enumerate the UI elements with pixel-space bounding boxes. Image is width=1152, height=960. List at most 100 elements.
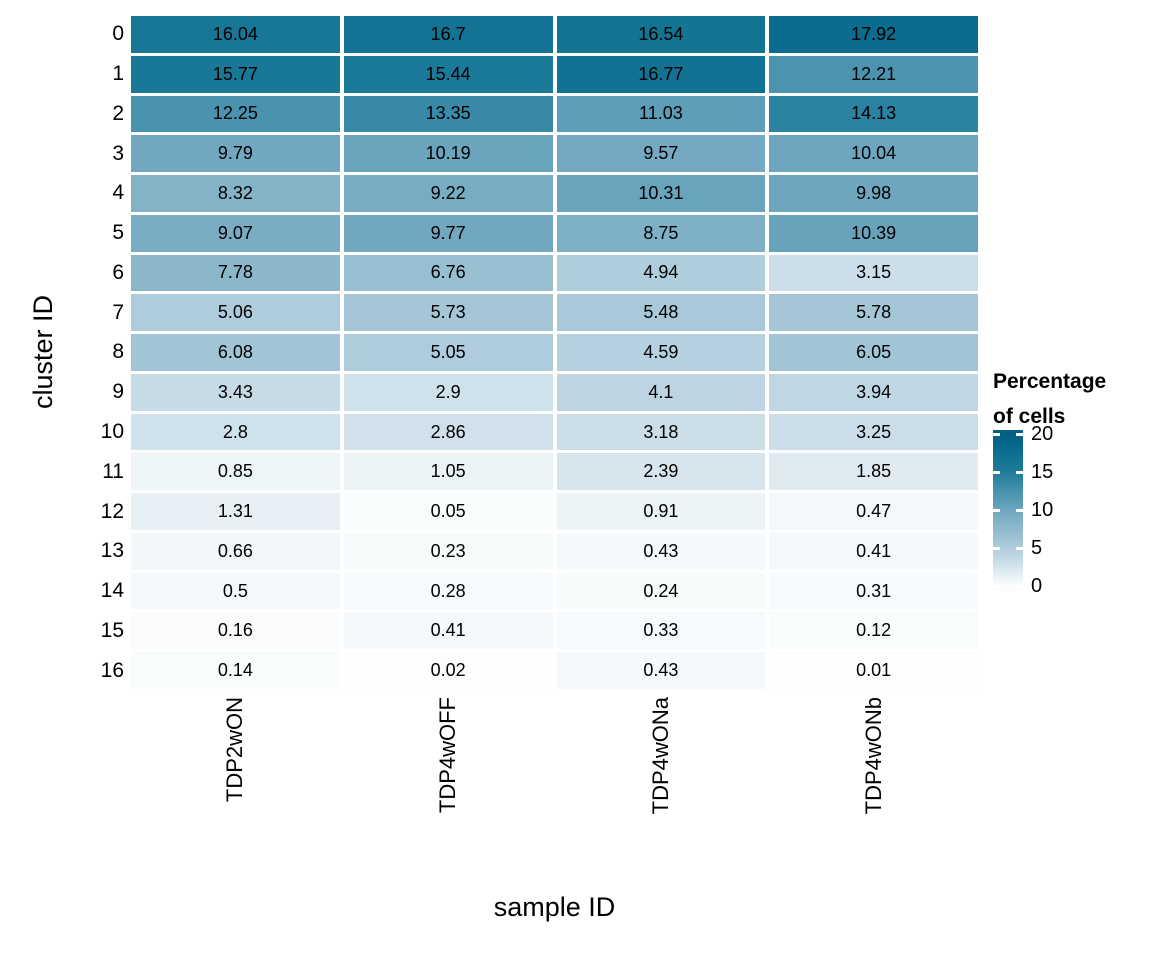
- legend-tick-label: 15: [1031, 461, 1054, 483]
- legend-tick-mark: [1016, 508, 1023, 512]
- heatmap-cell: 2.9: [343, 373, 553, 411]
- heatmap-cell: 15.77: [131, 55, 340, 93]
- heatmap-cell: 0.16: [131, 612, 340, 650]
- y-tick-label: 7: [112, 300, 124, 324]
- heatmap-cell: 10.04: [769, 135, 978, 173]
- x-tick-label: TDP4wOFF: [435, 697, 461, 814]
- heatmap-cell: 0.23: [343, 532, 553, 570]
- heatmap-cell: 0.31: [769, 572, 978, 610]
- heatmap-cell: 5.73: [343, 294, 553, 332]
- y-tick-label: 16: [100, 658, 124, 682]
- heatmap-cell: 5.78: [769, 294, 978, 332]
- heatmap-cell: 0.91: [556, 493, 766, 530]
- x-tick-label: TDP4wONa: [647, 697, 673, 815]
- heatmap-cell: 0.01: [769, 652, 978, 689]
- heatmap-cell: 0.43: [556, 532, 766, 570]
- legend-tick-mark: [993, 432, 1000, 436]
- heatmap-cell: 3.43: [131, 373, 340, 411]
- heatmap-cell: 3.25: [769, 413, 978, 451]
- heatmap-cell: 0.41: [769, 532, 978, 570]
- heatmap-cell: 10.39: [769, 214, 978, 252]
- legend-tick-mark: [1016, 584, 1023, 588]
- legend-colorbar: [993, 430, 1023, 592]
- x-tick-label: TDP2wON: [222, 697, 248, 803]
- heatmap-cell: 3.15: [769, 254, 978, 292]
- y-tick-label: 15: [100, 618, 124, 642]
- heatmap-cell: 0.05: [343, 493, 553, 530]
- y-tick-label: 11: [102, 459, 124, 483]
- legend-tick-label: 10: [1031, 499, 1054, 521]
- heatmap-cell: 5.05: [343, 334, 553, 371]
- heatmap-cell: 16.54: [556, 16, 766, 53]
- heatmap-panel: 0 16.04 16.7 16.54 17.92 1 15.77 15.44 16.77 12.2…: [57, 16, 978, 689]
- heatmap-cell: 12.25: [131, 95, 340, 133]
- heatmap-cell: 0.85: [131, 453, 340, 491]
- heatmap-cell: 0.41: [343, 612, 553, 650]
- heatmap-cell: 10.19: [343, 135, 553, 173]
- y-tick-label: 14: [100, 579, 124, 603]
- heatmap-cell: 0.02: [343, 652, 553, 689]
- heatmap-cell: 4.1: [556, 373, 766, 411]
- heatmap-cell: 0.43: [556, 652, 766, 689]
- y-tick-label: 5: [112, 221, 124, 245]
- legend-tick-mark: [993, 508, 1000, 512]
- heatmap-cell: 0.5: [131, 572, 340, 610]
- heatmap-cell: 17.92: [769, 16, 978, 53]
- y-tick-label: 0: [112, 22, 124, 46]
- heatmap-cell: 14.13: [769, 95, 978, 133]
- y-tick-label: 9: [112, 380, 124, 404]
- heatmap-cell: 16.77: [556, 55, 766, 93]
- heatmap-cell: 8.32: [131, 175, 340, 212]
- heatmap-cell: 9.07: [131, 214, 340, 252]
- heatmap-cell: 9.57: [556, 135, 766, 173]
- legend-title-line2: of cells: [993, 405, 1066, 428]
- heatmap-cell: 3.18: [556, 413, 766, 451]
- heatmap-cell: 9.77: [343, 214, 553, 252]
- heatmap-cell: 3.94: [769, 373, 978, 411]
- heatmap-cell: 2.8: [131, 413, 340, 451]
- legend-tick-label: 0: [1031, 575, 1043, 597]
- legend-title-line1: Percentage: [993, 370, 1107, 393]
- heatmap-cell: 15.44: [343, 55, 553, 93]
- heatmap-cell: 5.48: [556, 294, 766, 332]
- y-axis-title: cluster ID: [28, 294, 58, 410]
- heatmap-cell: 0.47: [769, 493, 978, 530]
- legend-tick-mark: [1016, 432, 1023, 436]
- heatmap-cell: 7.78: [131, 254, 340, 292]
- heatmap-cell: 0.66: [131, 532, 340, 570]
- x-tick-label: TDP4wONb: [860, 697, 886, 815]
- heatmap-cell: 0.12: [769, 612, 978, 650]
- heatmap-cell: 0.28: [343, 572, 553, 610]
- heatmap-cell: 6.76: [343, 254, 553, 292]
- heatmap-cell: 1.05: [343, 453, 553, 491]
- heatmap-cell: 2.39: [556, 453, 766, 491]
- y-tick-label: 2: [112, 101, 124, 125]
- heatmap-cell: 13.35: [343, 95, 553, 133]
- heatmap-cell: 6.05: [769, 334, 978, 371]
- legend-tick-mark: [1016, 546, 1023, 550]
- heatmap-cell: 1.31: [131, 493, 340, 530]
- y-tick-label: 10: [100, 420, 124, 444]
- heatmap-cell: 2.86: [343, 413, 553, 451]
- heatmap-cell: 8.75: [556, 214, 766, 252]
- heatmap-cell: 0.14: [131, 652, 340, 689]
- y-tick-label: 1: [112, 62, 124, 86]
- heatmap-cell: 4.59: [556, 334, 766, 371]
- heatmap-cell: 16.04: [131, 16, 340, 53]
- heatmap-cell: 0.33: [556, 612, 766, 650]
- heatmap-cell: 5.06: [131, 294, 340, 332]
- heatmap-cell: 9.79: [131, 135, 340, 173]
- heatmap-cell: 6.08: [131, 334, 340, 371]
- y-tick-label: 4: [112, 181, 124, 205]
- y-tick-label: 8: [112, 340, 124, 364]
- legend-tick-mark: [1016, 470, 1023, 474]
- y-tick-label: 3: [112, 141, 124, 165]
- y-tick-label: 12: [100, 499, 124, 523]
- heatmap-cell: 12.21: [769, 55, 978, 93]
- y-tick-label: 13: [100, 539, 124, 563]
- heatmap-cell: 11.03: [556, 95, 766, 133]
- legend-tick-mark: [993, 470, 1000, 474]
- heatmap-cell: 10.31: [556, 175, 766, 212]
- heatmap-cell: 9.22: [343, 175, 553, 212]
